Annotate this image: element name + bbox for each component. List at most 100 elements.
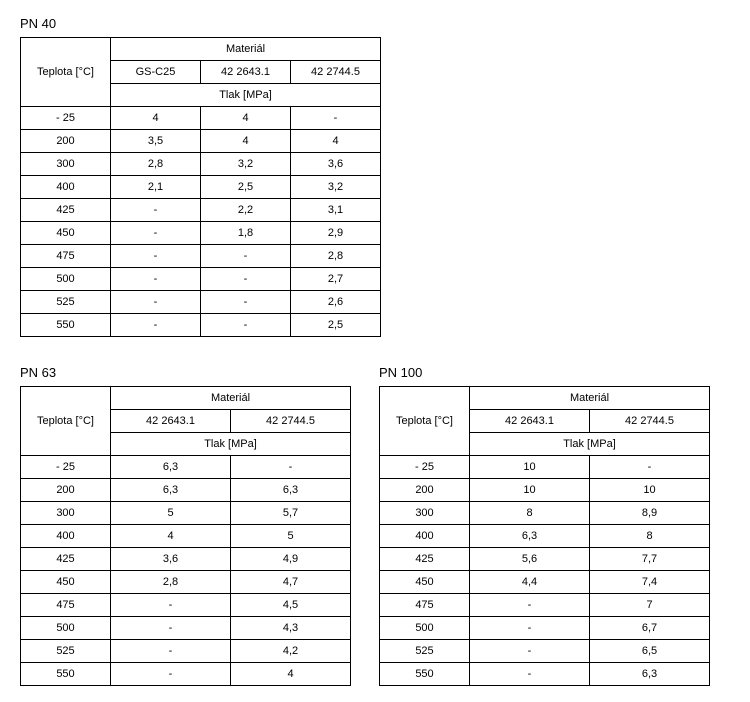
value-cell: 8 [470,502,590,525]
table-row: 40045 [21,525,351,548]
temp-cell: 300 [21,502,111,525]
pn100-table: Teplota [°C] Materiál 42 2643.1 42 2744.… [379,386,710,686]
value-cell: 5,7 [231,502,351,525]
row-header: Teplota [°C] [21,387,111,456]
table-row: 450-1,82,9 [21,222,381,245]
value-cell: - [201,245,291,268]
pn40-block: PN 40 Teplota [°C] Materiál GS-C25 42 26… [20,16,730,337]
table-row: 550-4 [21,663,351,686]
table-row: 4504,47,4 [380,571,710,594]
value-cell: 5,6 [470,548,590,571]
pn63-table: Teplota [°C] Materiál 42 2643.1 42 2744.… [20,386,351,686]
value-cell: 3,6 [291,153,381,176]
value-cell: 6,3 [231,479,351,502]
table-row: 475--2,8 [21,245,381,268]
table-row: 500-6,7 [380,617,710,640]
value-cell: - [111,314,201,337]
value-cell: - [291,107,381,130]
value-cell: 4,7 [231,571,351,594]
value-cell: 7 [590,594,710,617]
value-cell: - [231,456,351,479]
pn63-body: - 256,3-2006,36,330055,7400454253,64,945… [21,456,351,686]
table-row: 525--2,6 [21,291,381,314]
temp-cell: 550 [21,314,111,337]
col-header: 42 2643.1 [470,410,590,433]
value-cell: 2,8 [111,153,201,176]
temp-cell: 525 [21,291,111,314]
value-cell: - [201,268,291,291]
value-cell: 4 [201,130,291,153]
table-row: 3002,83,23,6 [21,153,381,176]
value-cell: - [111,617,231,640]
value-cell: - [470,663,590,686]
value-cell: - [201,314,291,337]
table-row: 525-4,2 [21,640,351,663]
value-cell: 2,5 [291,314,381,337]
table-row: 4253,64,9 [21,548,351,571]
tlak-header: Tlak [MPa] [470,433,710,456]
temp-cell: 300 [21,153,111,176]
temp-cell: 550 [380,663,470,686]
value-cell: 2,8 [111,571,231,594]
pn100-block: PN 100 Teplota [°C] Materiál 42 2643.1 4… [379,365,710,686]
value-cell: 4 [291,130,381,153]
pn100-title: PN 100 [379,365,710,380]
row-header: Teplota [°C] [21,38,111,107]
value-cell: 4,2 [231,640,351,663]
temp-cell: 475 [21,245,111,268]
table-row: 475-4,5 [21,594,351,617]
value-cell: - [111,291,201,314]
value-cell: - [111,222,201,245]
value-cell: 6,3 [111,456,231,479]
value-cell: 10 [590,479,710,502]
temp-cell: - 25 [380,456,470,479]
value-cell: 4 [201,107,291,130]
value-cell: 2,9 [291,222,381,245]
table-row: 425-2,23,1 [21,199,381,222]
value-cell: - [470,640,590,663]
value-cell: 7,4 [590,571,710,594]
table-row: 4255,67,7 [380,548,710,571]
table-row: 4002,12,53,2 [21,176,381,199]
temp-cell: 475 [380,594,470,617]
temp-cell: 200 [380,479,470,502]
value-cell: - [111,594,231,617]
value-cell: 5 [111,502,231,525]
col-header: 42 2643.1 [111,410,231,433]
temp-cell: 300 [380,502,470,525]
row-header: Teplota [°C] [380,387,470,456]
value-cell: 3,5 [111,130,201,153]
value-cell: 4 [111,525,231,548]
material-header: Materiál [111,387,351,410]
table-row: 2001010 [380,479,710,502]
value-cell: - [111,199,201,222]
table-row: 475-7 [380,594,710,617]
value-cell: 6,3 [470,525,590,548]
value-cell: - [111,640,231,663]
tlak-header: Tlak [MPa] [111,433,351,456]
value-cell: 7,7 [590,548,710,571]
col-header: 42 2744.5 [231,410,351,433]
value-cell: 3,2 [291,176,381,199]
material-header: Materiál [470,387,710,410]
value-cell: - [111,663,231,686]
value-cell: 4,9 [231,548,351,571]
col-header: GS-C25 [111,61,201,84]
pn40-table: Teplota [°C] Materiál GS-C25 42 2643.1 4… [20,37,381,337]
temp-cell: 200 [21,479,111,502]
pn40-title: PN 40 [20,16,730,31]
value-cell: - [470,617,590,640]
temp-cell: 500 [21,617,111,640]
value-cell: 6,5 [590,640,710,663]
table-row: 500--2,7 [21,268,381,291]
temp-cell: 475 [21,594,111,617]
temp-cell: 450 [21,222,111,245]
col-header: 42 2643.1 [201,61,291,84]
value-cell: 6,7 [590,617,710,640]
table-row: 4006,38 [380,525,710,548]
table-row: 2003,544 [21,130,381,153]
value-cell: - [470,594,590,617]
value-cell: 6,3 [590,663,710,686]
temp-cell: 425 [21,199,111,222]
pn40-body: - 2544-2003,5443002,83,23,64002,12,53,24… [21,107,381,337]
